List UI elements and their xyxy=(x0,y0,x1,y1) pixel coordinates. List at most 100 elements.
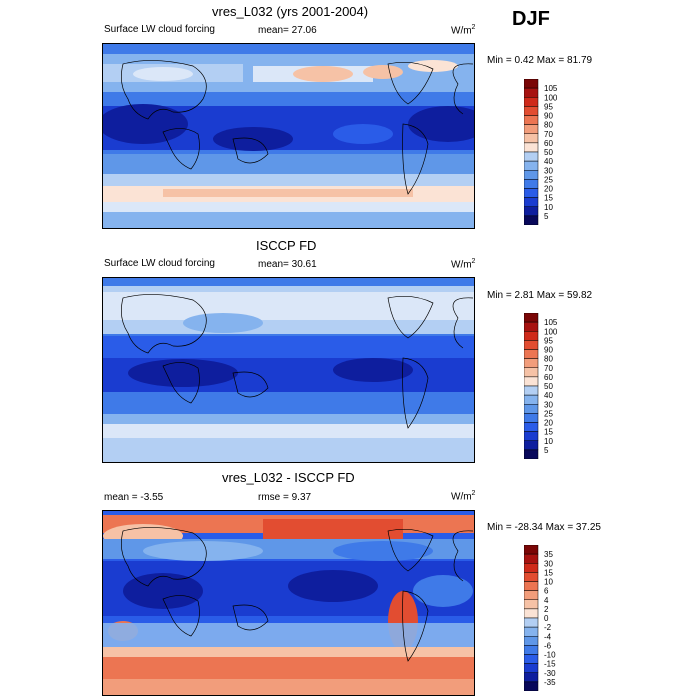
colorbar-tick-label: 6 xyxy=(544,587,549,596)
panel3-units: W/m2 xyxy=(451,490,475,502)
panel3-minmax: Min = -28.34 Max = 37.25 xyxy=(487,522,601,533)
colorbar-box xyxy=(524,590,539,600)
colorbar-box xyxy=(524,545,539,555)
colorbar-box xyxy=(524,681,539,691)
panel3-units-sup: 2 xyxy=(471,490,476,497)
colorbar-box xyxy=(524,160,539,171)
colorbar-box xyxy=(524,124,539,134)
colorbar-tick-label: 30 xyxy=(544,559,553,568)
panel3-units-text: W/m xyxy=(451,491,472,503)
colorbar-tick-label: 70 xyxy=(544,364,553,373)
colorbar-tick-label: 25 xyxy=(544,409,553,418)
colorbar-box xyxy=(524,672,539,683)
colorbar-tick-label: 20 xyxy=(544,419,553,428)
panel1-units: W/m2 xyxy=(451,24,475,36)
colorbar-tick-label: 10 xyxy=(544,437,553,446)
colorbar-tick-label: -15 xyxy=(544,660,556,669)
colorbar-tick-label: 60 xyxy=(544,373,553,382)
colorbar-box xyxy=(524,645,539,655)
panel2-field-label: Surface LW cloud forcing xyxy=(104,258,215,269)
panel1-field-label: Surface LW cloud forcing xyxy=(104,24,215,35)
colorbar-tick-label: 40 xyxy=(544,157,553,166)
panel3-colorbar: 35 30 15 10 6 4 2 0 -2 -4 -6 -10 -15 -30 -35 xyxy=(524,545,604,691)
colorbar-box xyxy=(524,563,539,573)
season-label: DJF xyxy=(512,8,550,30)
colorbar-box xyxy=(524,449,539,459)
colorbar-box xyxy=(524,413,539,423)
colorbar-box xyxy=(524,404,539,414)
colorbar-box xyxy=(524,179,539,189)
colorbar-box xyxy=(524,188,539,198)
colorbar-tick-label: 90 xyxy=(544,112,553,121)
colorbar-box xyxy=(524,599,539,610)
colorbar-box xyxy=(524,87,539,98)
colorbar-box xyxy=(524,331,539,341)
panel2-colorbar: 105 100 95 90 80 70 60 50 40 30 25 20 15 10 5 xyxy=(524,313,604,459)
colorbar-box xyxy=(524,422,539,432)
colorbar-box xyxy=(524,313,539,323)
panel1-map xyxy=(102,43,475,229)
colorbar-box xyxy=(524,170,539,180)
colorbar-tick-label: 90 xyxy=(544,346,553,355)
panel3-title: vres_L032 - ISCCP FD xyxy=(222,470,355,485)
colorbar-tick-label: 70 xyxy=(544,130,553,139)
colorbar-tick-label: 95 xyxy=(544,336,553,345)
panel1-units-text: W/m xyxy=(451,25,472,37)
colorbar-tick-label: 25 xyxy=(544,175,553,184)
colorbar-box xyxy=(524,394,539,405)
colorbar-box xyxy=(524,431,539,441)
colorbar-box xyxy=(524,340,539,350)
panel2-minmax: Min = 2.81 Max = 59.82 xyxy=(487,290,593,301)
colorbar-box xyxy=(524,385,539,396)
panel2-units-sup: 2 xyxy=(471,258,476,265)
colorbar-tick-label: 5 xyxy=(544,446,549,455)
colorbar-box xyxy=(524,321,539,332)
colorbar-tick-label: -35 xyxy=(544,678,556,687)
colorbar-tick-label: 80 xyxy=(544,121,553,130)
panel2-title: ISCCP FD xyxy=(256,238,317,253)
panel2-units: W/m2 xyxy=(451,258,475,270)
colorbar-tick-label: -4 xyxy=(544,632,552,641)
colorbar-tick-label: 10 xyxy=(544,578,553,587)
colorbar-tick-label: 2 xyxy=(544,605,549,614)
colorbar-tick-label: 105 xyxy=(544,318,558,327)
colorbar-tick-label: 30 xyxy=(544,166,553,175)
colorbar-box xyxy=(524,115,539,125)
colorbar-tick-label: 105 xyxy=(544,84,558,93)
colorbar-tick-label: 50 xyxy=(544,382,553,391)
colorbar-tick-label: 60 xyxy=(544,139,553,148)
colorbar-tick-label: 50 xyxy=(544,148,553,157)
colorbar-box xyxy=(524,367,539,378)
colorbar-tick-label: -6 xyxy=(544,641,552,650)
colorbar-tick-label: -10 xyxy=(544,651,556,660)
colorbar-tick-label: 15 xyxy=(544,428,553,437)
panel2-map xyxy=(102,277,475,463)
colorbar-box xyxy=(524,636,539,646)
colorbar-box xyxy=(524,608,539,619)
colorbar-box xyxy=(524,215,539,225)
colorbar-tick-label: 100 xyxy=(544,93,558,102)
colorbar-box xyxy=(524,349,539,359)
colorbar-box xyxy=(524,97,539,107)
colorbar-tick-label: 95 xyxy=(544,102,553,111)
colorbar-box xyxy=(524,440,539,451)
panel1-units-sup: 2 xyxy=(471,24,476,31)
colorbar-box xyxy=(524,572,539,582)
colorbar-tick-label: 100 xyxy=(544,327,558,336)
colorbar-box xyxy=(524,358,539,368)
colorbar-box xyxy=(524,133,539,144)
colorbar-tick-label: 4 xyxy=(544,596,549,605)
colorbar-box xyxy=(524,142,539,153)
colorbar-tick-label: -30 xyxy=(544,669,556,678)
colorbar-tick-label: 80 xyxy=(544,355,553,364)
colorbar-box xyxy=(524,106,539,116)
colorbar-box xyxy=(524,553,539,564)
colorbar-tick-label: 35 xyxy=(544,550,553,559)
panel2-mean-label: mean= 30.61 xyxy=(258,259,317,270)
colorbar-box xyxy=(524,206,539,217)
colorbar-box xyxy=(524,654,539,664)
colorbar-tick-label: -2 xyxy=(544,623,552,632)
panel3-mean-label: mean = -3.55 xyxy=(104,492,164,503)
colorbar-box xyxy=(524,663,539,673)
colorbar-tick-label: 5 xyxy=(544,212,549,221)
